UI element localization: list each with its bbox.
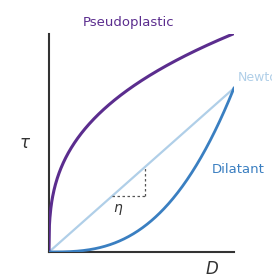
Text: η: η	[114, 201, 122, 215]
Text: Pseudoplastic: Pseudoplastic	[82, 16, 174, 29]
Text: D: D	[205, 260, 218, 279]
Text: Newtonian: Newtonian	[238, 71, 272, 84]
Text: τ: τ	[20, 134, 30, 152]
Text: Dilatant: Dilatant	[212, 162, 265, 176]
